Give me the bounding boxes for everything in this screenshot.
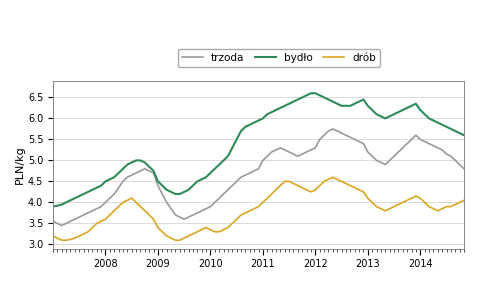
bydło [50, 205, 56, 208]
bydło [308, 91, 314, 95]
bydło [356, 100, 362, 103]
Line: drób: drób [53, 177, 464, 240]
trzoda [50, 220, 56, 223]
bydło [334, 102, 340, 105]
bydło [361, 98, 366, 101]
drób [59, 239, 65, 242]
trzoda [361, 142, 366, 145]
drób [461, 199, 467, 202]
drób [365, 197, 371, 200]
bydło [461, 133, 467, 137]
Line: trzoda: trzoda [53, 129, 464, 225]
drób [347, 184, 353, 187]
Y-axis label: PLN/kg: PLN/kg [15, 145, 25, 184]
trzoda [72, 218, 78, 221]
trzoda [59, 224, 65, 227]
Line: bydło: bydło [53, 93, 464, 206]
trzoda [339, 131, 344, 135]
trzoda [365, 150, 371, 154]
trzoda [347, 135, 353, 139]
drób [330, 176, 336, 179]
drób [50, 234, 56, 238]
bydło [343, 104, 349, 108]
drób [129, 197, 135, 200]
drób [361, 190, 366, 194]
trzoda [129, 174, 135, 177]
trzoda [330, 127, 336, 131]
bydło [68, 199, 73, 202]
trzoda [461, 167, 467, 170]
drób [72, 236, 78, 240]
Legend: trzoda, bydło, drób: trzoda, bydło, drób [178, 49, 380, 67]
drób [339, 180, 344, 183]
bydło [125, 163, 130, 166]
